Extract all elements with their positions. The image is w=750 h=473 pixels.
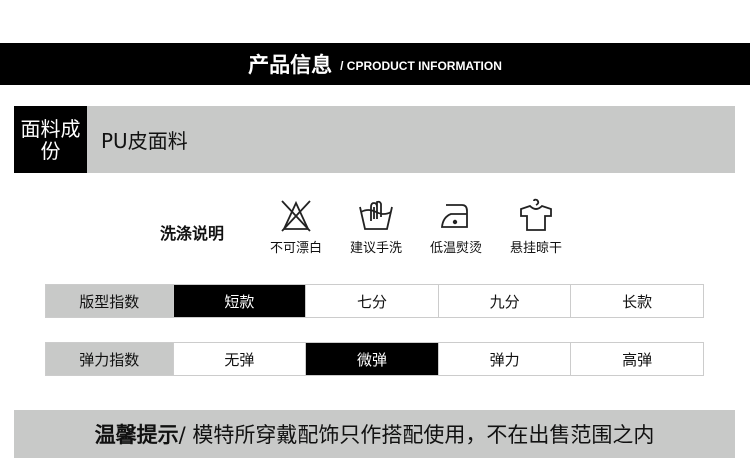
- tip-title: 温馨提示: [94, 423, 179, 447]
- elasticity-index-row: 弹力指数 无弹 微弹 弹力 高弹: [45, 342, 704, 376]
- header-subtitle: / CPRODUCT INFORMATION: [340, 59, 502, 73]
- hand-wash-icon: [359, 200, 393, 230]
- header-title: 产品信息: [248, 53, 333, 77]
- wash-item-label: 不可漂白: [269, 241, 322, 256]
- fabric-row: 面料成份 PU皮面料: [14, 106, 735, 173]
- fit-option: 九分: [437, 285, 571, 317]
- wash-item-label: 建议手洗: [349, 241, 402, 256]
- low-iron-icon: [441, 204, 468, 228]
- elasticity-option-selected: 微弹: [305, 343, 438, 375]
- fabric-label: 面料成份: [14, 106, 87, 173]
- hang-dry-icon: [520, 198, 552, 231]
- wash-item: 不可漂白: [256, 197, 336, 256]
- wash-item-label: 悬挂晾干: [509, 241, 562, 256]
- no-bleach-icon: [281, 200, 311, 232]
- fit-option: 长款: [570, 285, 703, 317]
- fit-option: 七分: [305, 285, 438, 317]
- fit-index-row: 版型指数 短款 七分 九分 长款: [45, 284, 704, 318]
- fit-index-label: 版型指数: [46, 285, 173, 317]
- warm-tip-bar: 温馨提示 / 模特所穿戴配饰只作搭配使用，不在出售范围之内: [14, 410, 735, 458]
- elasticity-option: 高弹: [570, 343, 703, 375]
- wash-item: 建议手洗: [336, 197, 416, 256]
- header-bar: 产品信息 / CPRODUCT INFORMATION: [0, 43, 750, 85]
- fabric-value: PU皮面料: [101, 129, 188, 153]
- wash-item: 低温熨烫: [416, 197, 496, 256]
- washing-instructions: 洗涤说明 不可漂白 建议手洗 低温熨烫 悬挂晾干: [160, 197, 576, 256]
- wash-item: 悬挂晾干: [496, 197, 576, 256]
- washing-label: 洗涤说明: [160, 224, 225, 243]
- fit-option-selected: 短款: [172, 285, 306, 317]
- elasticity-option: 弹力: [437, 343, 571, 375]
- tip-text: / 模特所穿戴配饰只作搭配使用，不在出售范围之内: [178, 423, 655, 447]
- wash-item-label: 低温熨烫: [429, 241, 482, 256]
- elasticity-option: 无弹: [172, 343, 306, 375]
- elasticity-index-label: 弹力指数: [46, 343, 173, 375]
